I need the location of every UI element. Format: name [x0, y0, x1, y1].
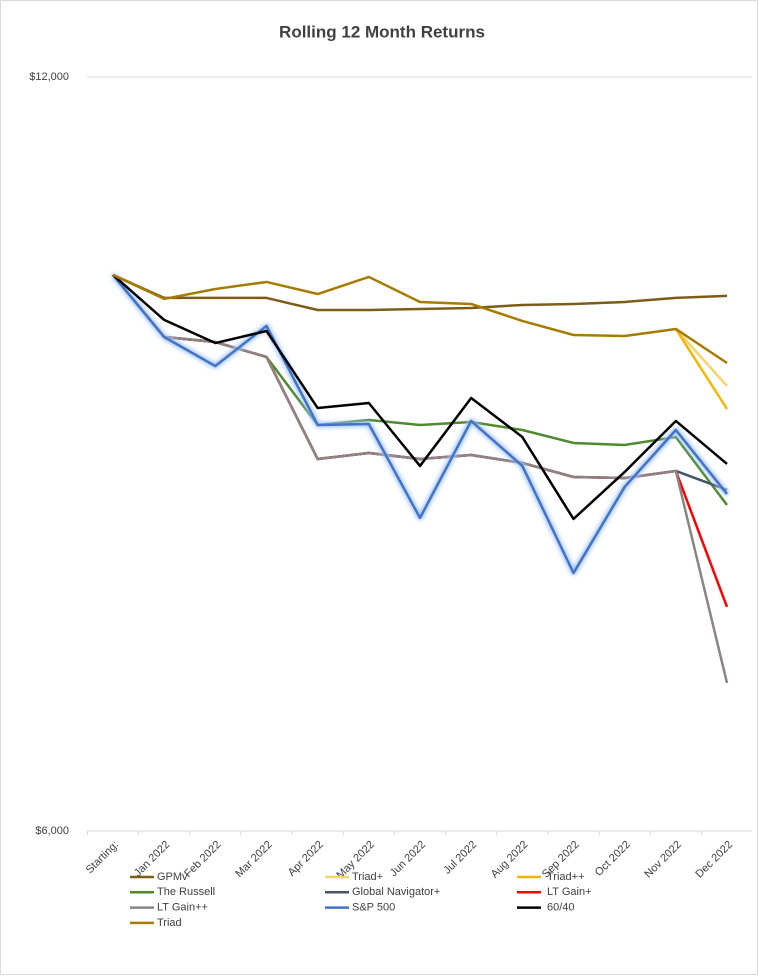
legend-label: Triad++ [547, 871, 585, 883]
legend-label: Global Navigator+ [352, 886, 440, 898]
series-line [112, 273, 728, 365]
series-line [112, 274, 728, 575]
legend-label: The Russell [157, 886, 215, 898]
series-line [112, 273, 728, 312]
y-tick-label: $6,000 [35, 825, 69, 837]
legend-label: LT Gain++ [157, 902, 208, 914]
chart-title: Rolling 12 Month Returns [279, 22, 485, 41]
legend-label: GPMv [157, 871, 188, 883]
legend-label: Triad+ [352, 871, 383, 883]
series-line [674, 328, 729, 410]
series-line [112, 273, 728, 521]
series-line [674, 328, 728, 387]
legend-label: Triad [157, 917, 182, 929]
legend-label: LT Gain+ [547, 886, 592, 898]
legend-label: S&P 500 [352, 902, 395, 914]
legend-label: 60/40 [547, 902, 575, 914]
y-tick-label: $12,000 [29, 71, 69, 83]
